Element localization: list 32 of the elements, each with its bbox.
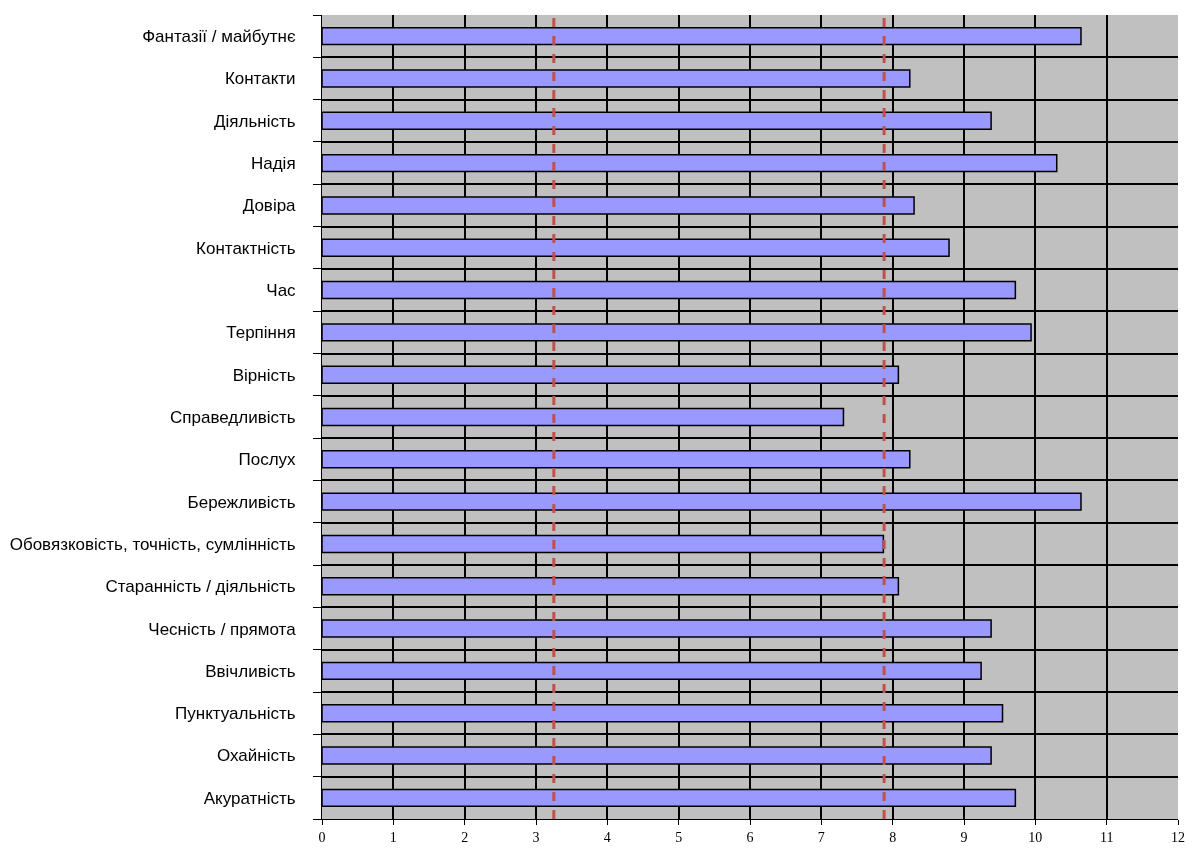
y-tick-label: Бережливість (187, 492, 296, 512)
y-tick-label: Контакти (224, 69, 296, 89)
y-tick-label: Старанність / діяльність (105, 577, 296, 597)
x-tick-label: 0 (318, 829, 326, 845)
x-tick-label: 12 (1171, 829, 1185, 845)
y-tick-label: Охайність (216, 746, 296, 766)
y-tick-label: Справедливість (169, 407, 296, 427)
y-tick-label: Послух (238, 450, 297, 470)
y-tick-label: Час (266, 281, 297, 300)
x-tick-label: 6 (746, 829, 754, 845)
x-tick-label: 10 (1028, 829, 1043, 845)
y-tick-label: Надія (250, 154, 296, 174)
x-tick-label: 1 (389, 829, 397, 845)
x-tick-label: 4 (603, 829, 611, 845)
y-tick-label: Терпіння (226, 323, 296, 343)
y-tick-label: Пунктуальність (175, 704, 296, 724)
y-tick-label: Довіра (242, 196, 297, 216)
x-tick-label: 9 (960, 829, 968, 845)
y-tick-label: Контактність (196, 238, 296, 258)
y-tick-label: Чесність / прямота (148, 619, 297, 639)
x-tick-label: 7 (817, 829, 825, 845)
y-tick-label: Вірність (232, 365, 296, 385)
x-tick-label: 2 (461, 829, 469, 845)
x-tick-label: 11 (1099, 829, 1114, 845)
y-tick-label: Ввічливість (205, 661, 296, 681)
x-tick-label: 5 (675, 829, 683, 845)
x-tick-label: 3 (532, 829, 540, 845)
y-tick-label: Діяльність (214, 111, 296, 131)
x-tick-label: 8 (889, 829, 897, 845)
y-tick-label: Обовязковість, точність, сумлінність (9, 534, 296, 554)
y-tick-label: Фантазії / майбутнє (142, 27, 296, 47)
y-tick-label: Акуратність (203, 788, 296, 808)
